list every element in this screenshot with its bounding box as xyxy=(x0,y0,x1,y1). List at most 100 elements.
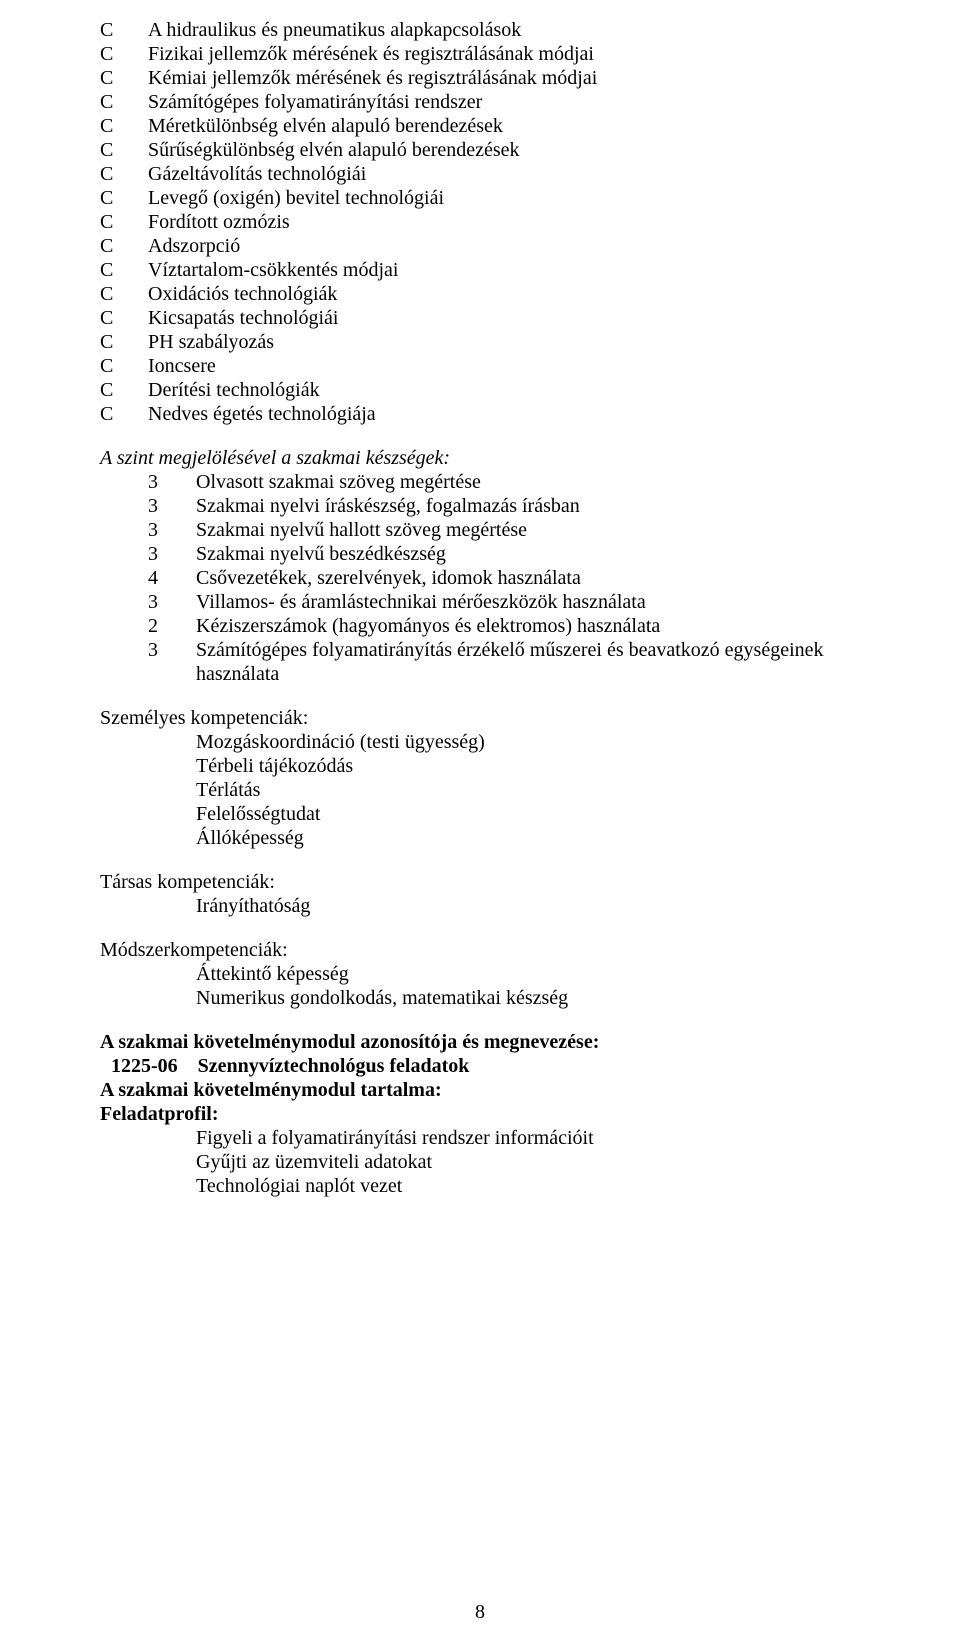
list-item: CSzámítógépes folyamatirányítási rendsze… xyxy=(100,90,860,114)
social-items: Irányíthatóság xyxy=(100,894,860,918)
list-marker: C xyxy=(100,402,148,426)
module-code-row: 1225-06 Szennyvíztechnológus feladatok xyxy=(100,1054,860,1078)
skill-item: 3Villamos- és áramlástechnikai mérőeszkö… xyxy=(100,590,860,614)
list-item: CKémiai jellemzők mérésének és regisztrá… xyxy=(100,66,860,90)
method-items: Áttekintő képességNumerikus gondolkodás,… xyxy=(100,962,860,1010)
list-item: Mozgáskoordináció (testi ügyesség) xyxy=(196,730,860,754)
skill-level: 3 xyxy=(100,590,196,614)
list-marker: C xyxy=(100,138,148,162)
list-marker: C xyxy=(100,306,148,330)
list-item: COxidációs technológiák xyxy=(100,282,860,306)
list-text: Fordított ozmózis xyxy=(148,210,860,234)
personal-heading: Személyes kompetenciák: xyxy=(100,706,860,730)
list-marker: C xyxy=(100,42,148,66)
list-item: CFizikai jellemzők mérésének és regisztr… xyxy=(100,42,860,66)
module-content-line: A szakmai követelménymodul tartalma: xyxy=(100,1078,860,1102)
skill-text: Villamos- és áramlástechnikai mérőeszköz… xyxy=(196,590,860,614)
skill-item: 3Számítógépes folyamatirányítás érzékelő… xyxy=(100,638,860,686)
module-profile-line: Feladatprofil: xyxy=(100,1102,860,1126)
list-text: Méretkülönbség elvén alapuló berendezése… xyxy=(148,114,860,138)
list-marker: C xyxy=(100,234,148,258)
skill-text: Csővezetékek, szerelvények, idomok haszn… xyxy=(196,566,860,590)
skill-level: 2 xyxy=(100,614,196,638)
list-item: CLevegő (oxigén) bevitel technológiái xyxy=(100,186,860,210)
list-text: Számítógépes folyamatirányítási rendszer xyxy=(148,90,860,114)
list-marker: C xyxy=(100,18,148,42)
skill-text: Szakmai nyelvű hallott szöveg megértése xyxy=(196,518,860,542)
list-text: Sűrűségkülönbség elvén alapuló berendezé… xyxy=(148,138,860,162)
skill-item: 3Szakmai nyelvi íráskészség, fogalmazás … xyxy=(100,494,860,518)
module-code-name: Szennyvíztechnológus feladatok xyxy=(198,1055,470,1077)
list-item: CMéretkülönbség elvén alapuló berendezés… xyxy=(100,114,860,138)
list-marker: C xyxy=(100,114,148,138)
skill-level: 3 xyxy=(100,518,196,542)
list-item: CDerítési technológiák xyxy=(100,378,860,402)
list-item: CIoncsere xyxy=(100,354,860,378)
list-item: Állóképesség xyxy=(196,826,860,850)
list-item: CPH szabályozás xyxy=(100,330,860,354)
list-item: Irányíthatóság xyxy=(196,894,860,918)
list-item: CFordított ozmózis xyxy=(100,210,860,234)
skill-level: 3 xyxy=(100,542,196,566)
list-item: CVíztartalom-csökkentés módjai xyxy=(100,258,860,282)
list-marker: C xyxy=(100,378,148,402)
skill-item: 3Olvasott szakmai szöveg megértése xyxy=(100,470,860,494)
skill-item: 3Szakmai nyelvű hallott szöveg megértése xyxy=(100,518,860,542)
list-text: Ioncsere xyxy=(148,354,860,378)
social-heading: Társas kompetenciák: xyxy=(100,870,860,894)
module-code-label: 1225-06 xyxy=(111,1055,178,1077)
page-number: 8 xyxy=(0,1601,960,1624)
skills-list: 3Olvasott szakmai szöveg megértése3Szakm… xyxy=(100,470,860,686)
list-text: Fizikai jellemzők mérésének és regisztrá… xyxy=(148,42,860,66)
list-marker: C xyxy=(100,162,148,186)
skill-item: 3Szakmai nyelvű beszédkészség xyxy=(100,542,860,566)
page: CA hidraulikus és pneumatikus alapkapcso… xyxy=(0,0,960,1648)
skill-text: Kéziszerszámok (hagyományos és elektromo… xyxy=(196,614,860,638)
method-heading: Módszerkompetenciák: xyxy=(100,938,860,962)
list-text: Kicsapatás technológiái xyxy=(148,306,860,330)
list-item: Figyeli a folyamatirányítási rendszer in… xyxy=(196,1126,860,1150)
skill-text: Olvasott szakmai szöveg megértése xyxy=(196,470,860,494)
list-item: CSűrűségkülönbség elvén alapuló berendez… xyxy=(100,138,860,162)
module-block: A szakmai követelménymodul azonosítója é… xyxy=(100,1030,860,1198)
list-text: PH szabályozás xyxy=(148,330,860,354)
list-item: CNedves égetés technológiája xyxy=(100,402,860,426)
list-marker: C xyxy=(100,354,148,378)
skill-level: 3 xyxy=(100,494,196,518)
list-marker: C xyxy=(100,210,148,234)
personal-items: Mozgáskoordináció (testi ügyesség)Térbel… xyxy=(100,730,860,850)
list-item: Térlátás xyxy=(196,778,860,802)
list-text: Levegő (oxigén) bevitel technológiái xyxy=(148,186,860,210)
list-marker: C xyxy=(100,66,148,90)
skill-text: Szakmai nyelvi íráskészség, fogalmazás í… xyxy=(196,494,860,518)
skill-level: 4 xyxy=(100,566,196,590)
list-marker: C xyxy=(100,258,148,282)
list-item: Technológiai naplót vezet xyxy=(196,1174,860,1198)
list-text: Nedves égetés technológiája xyxy=(148,402,860,426)
list-item: CAdszorpció xyxy=(100,234,860,258)
skill-text: Számítógépes folyamatirányítás érzékelő … xyxy=(196,638,860,686)
list-item: Térbeli tájékozódás xyxy=(196,754,860,778)
module-id-line: A szakmai követelménymodul azonosítója é… xyxy=(100,1030,860,1054)
list-text: Víztartalom-csökkentés módjai xyxy=(148,258,860,282)
skill-item: 4Csővezetékek, szerelvények, idomok hasz… xyxy=(100,566,860,590)
c-list: CA hidraulikus és pneumatikus alapkapcso… xyxy=(100,18,860,426)
skill-item: 2Kéziszerszámok (hagyományos és elektrom… xyxy=(100,614,860,638)
list-item: CA hidraulikus és pneumatikus alapkapcso… xyxy=(100,18,860,42)
list-marker: C xyxy=(100,90,148,114)
skill-level: 3 xyxy=(100,470,196,494)
list-marker: C xyxy=(100,282,148,306)
skills-title: A szint megjelölésével a szakmai készség… xyxy=(100,446,860,470)
list-text: Oxidációs technológiák xyxy=(148,282,860,306)
skill-level: 3 xyxy=(100,638,196,686)
list-text: Derítési technológiák xyxy=(148,378,860,402)
list-item: Áttekintő képesség xyxy=(196,962,860,986)
list-item: CKicsapatás technológiái xyxy=(100,306,860,330)
list-item: Felelősségtudat xyxy=(196,802,860,826)
module-profile-items: Figyeli a folyamatirányítási rendszer in… xyxy=(100,1126,860,1198)
skill-text: Szakmai nyelvű beszédkészség xyxy=(196,542,860,566)
list-item: Numerikus gondolkodás, matematikai készs… xyxy=(196,986,860,1010)
list-marker: C xyxy=(100,186,148,210)
list-item: Gyűjti az üzemviteli adatokat xyxy=(196,1150,860,1174)
list-text: Kémiai jellemzők mérésének és regisztrál… xyxy=(148,66,860,90)
